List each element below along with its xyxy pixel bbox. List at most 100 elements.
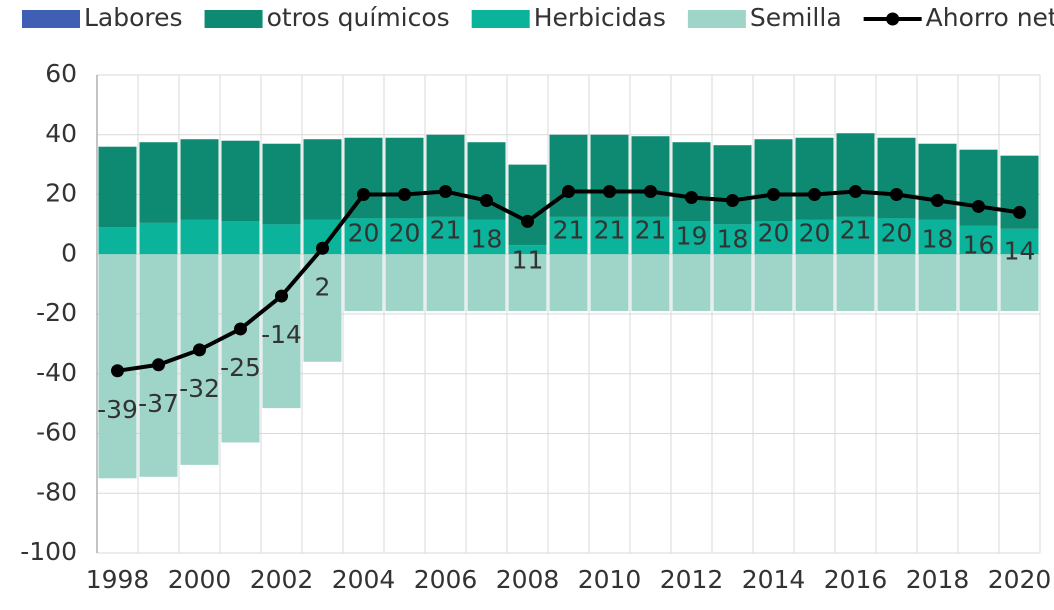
bar (713, 224, 752, 255)
marker (685, 190, 698, 204)
marker (890, 188, 903, 201)
data-label: -25 (220, 353, 261, 382)
legend-label: Herbicidas (534, 3, 666, 32)
marker (849, 185, 862, 199)
bar (221, 254, 260, 443)
marker (480, 193, 493, 207)
data-label: 21 (553, 216, 585, 245)
bar (385, 218, 424, 255)
y-tick-label: 0 (61, 238, 77, 267)
x-tick-label: 2008 (496, 565, 560, 594)
data-label: 20 (348, 219, 380, 248)
y-tick-label: -20 (36, 298, 77, 327)
x-tick-label: 2004 (332, 565, 396, 594)
data-label: 11 (512, 245, 544, 274)
data-label: 16 (963, 230, 995, 259)
bar (344, 254, 383, 312)
marker (808, 188, 821, 201)
bar (467, 254, 506, 312)
bar (262, 224, 301, 255)
bar (631, 216, 670, 255)
data-label: 20 (758, 219, 790, 248)
x-tick-label: 2014 (742, 565, 806, 594)
bar (631, 136, 670, 217)
bar (344, 137, 383, 219)
marker (603, 185, 616, 199)
x-tick-label: 1998 (86, 565, 150, 594)
data-label: -39 (97, 395, 138, 424)
data-label: 14 (1004, 236, 1036, 265)
x-tick-label: 2020 (988, 565, 1052, 594)
bar (795, 219, 834, 255)
bar (98, 227, 137, 255)
data-label: 20 (799, 219, 831, 248)
marker (152, 358, 165, 372)
y-tick-label: -40 (36, 358, 77, 387)
marker (644, 185, 657, 199)
data-label: 20 (389, 219, 421, 248)
bar (877, 137, 916, 219)
data-label: 20 (881, 219, 913, 248)
marker (521, 214, 534, 228)
data-label: 2 (315, 272, 331, 301)
bar (139, 142, 178, 223)
bar (672, 142, 711, 222)
legend-swatch (22, 10, 80, 28)
marker (931, 193, 944, 207)
y-tick-label: -60 (36, 418, 77, 447)
y-tick-label: -100 (20, 537, 77, 566)
legend-swatch (687, 10, 746, 28)
bar (959, 225, 998, 255)
bar (303, 254, 342, 362)
bar (836, 216, 875, 255)
bar (918, 143, 957, 220)
bar (918, 254, 957, 312)
y-tick-label: 60 (45, 59, 77, 88)
marker (111, 364, 124, 378)
bar (590, 216, 629, 255)
bar (180, 139, 219, 220)
legend-swatch (204, 10, 263, 28)
bar (549, 134, 588, 217)
marker (357, 188, 370, 201)
bar (877, 218, 916, 255)
legend-marker (886, 12, 900, 26)
bar (836, 133, 875, 217)
marker (767, 188, 780, 201)
legend-label: Ahorro neto (926, 3, 1054, 32)
bar (1000, 228, 1039, 255)
bar (426, 216, 465, 255)
data-label: 18 (471, 224, 503, 253)
data-label: -14 (261, 320, 302, 349)
marker (398, 188, 411, 201)
bar (959, 149, 998, 226)
bar (508, 164, 547, 246)
bar (754, 139, 793, 222)
legend-swatch (471, 10, 530, 28)
bar (508, 245, 547, 255)
bar (631, 254, 670, 312)
bar (590, 134, 629, 217)
y-tick-label: 40 (45, 119, 77, 148)
marker (1013, 205, 1026, 219)
bar (795, 254, 834, 312)
bar (877, 254, 916, 312)
x-tick-label: 2016 (824, 565, 888, 594)
bar (180, 254, 219, 465)
bar (426, 254, 465, 312)
legend-label: otros químicos (267, 3, 450, 32)
marker (275, 289, 288, 303)
bar (754, 221, 793, 255)
data-label: 21 (840, 216, 872, 245)
legend-label: Labores (84, 3, 183, 32)
bar (98, 146, 137, 228)
bar (836, 254, 875, 312)
bar (385, 254, 424, 312)
bar (139, 222, 178, 255)
legend-label: Semilla (750, 3, 842, 32)
marker (316, 241, 329, 255)
bar (344, 218, 383, 255)
bar (508, 254, 547, 312)
x-tick-label: 2010 (578, 565, 642, 594)
marker (726, 193, 739, 207)
